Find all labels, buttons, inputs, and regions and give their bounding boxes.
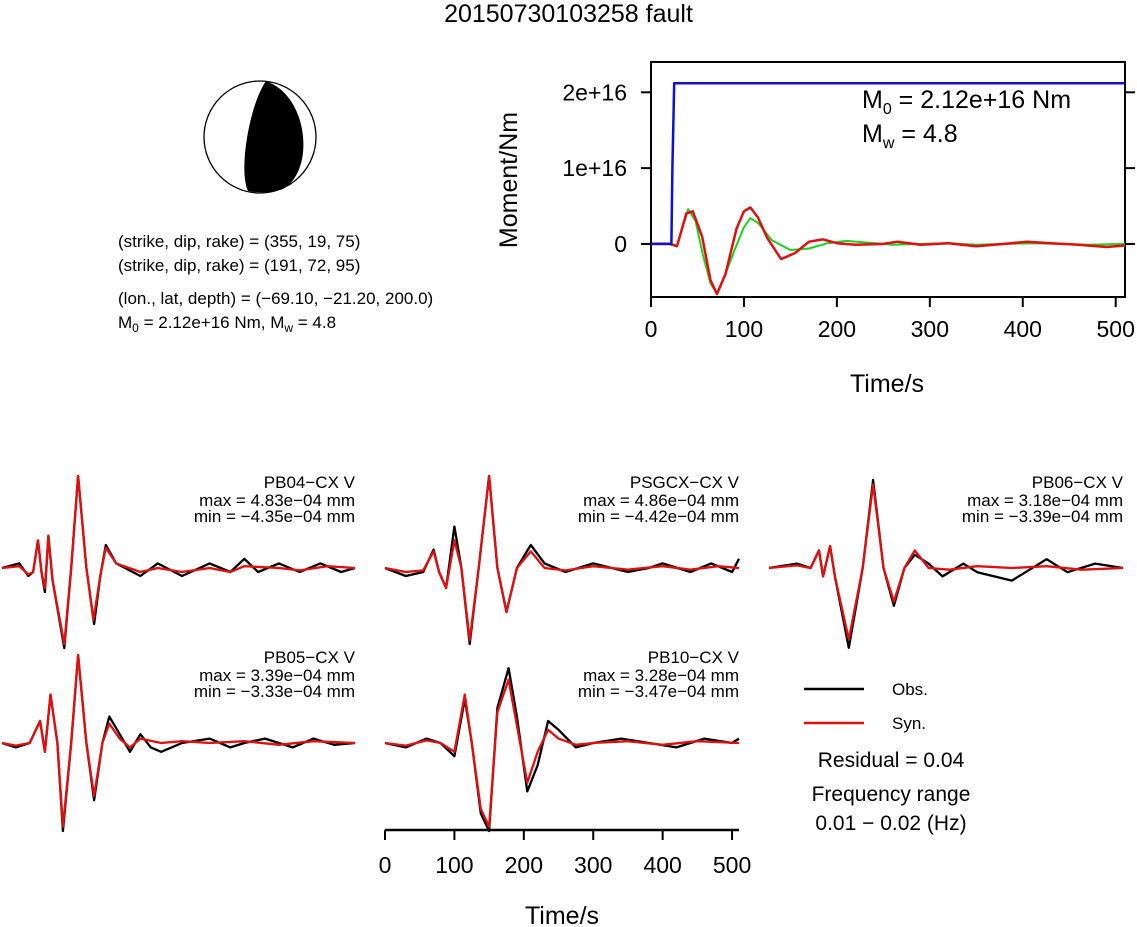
m0-value: = 2.12e+16 Nm, M: [138, 313, 285, 332]
waveform-xtick-label: 300: [574, 852, 612, 878]
moment-xtick-label: 400: [1004, 316, 1042, 342]
station-min: min = −3.47e−04 mm: [578, 682, 739, 701]
plane2-text: (strike, dip, rake) = (191, 72, 95): [118, 256, 361, 275]
waveform-xtick-label: 0: [379, 852, 392, 878]
station-label: PB04−CX V: [264, 473, 356, 492]
station-min: min = −3.39e−04 mm: [962, 507, 1123, 526]
moment-xtick-label: 500: [1097, 316, 1135, 342]
moment-ytick-label: 2e+16: [562, 79, 627, 105]
legend-syn-label: Syn.: [892, 714, 926, 733]
moment-xtick-label: 300: [911, 316, 949, 342]
station-label: PB10−CX V: [648, 648, 740, 667]
moment-xtick-label: 100: [725, 316, 763, 342]
plane1-text: (strike, dip, rake) = (355, 19, 75): [118, 232, 361, 251]
waveform-xlabel: Time/s: [525, 902, 599, 927]
moment-xtick-label: 0: [645, 316, 658, 342]
m0-symbol: M: [118, 313, 133, 332]
moment-xtick-label: 200: [818, 316, 856, 342]
station-max: max = 3.39e−04 mm: [199, 666, 355, 685]
mw-subscript: w: [284, 321, 294, 335]
moment-ytick-label: 0: [614, 231, 627, 257]
station-max: max = 3.28e−04 mm: [583, 666, 739, 685]
station-max: max = 3.18e−04 mm: [967, 491, 1123, 510]
frequency-value: 0.01 − 0.02 (Hz): [815, 812, 966, 835]
moment-summary-text: M0 = 2.12e+16 Nm, Mw = 4.8: [118, 313, 336, 335]
moment-time-chart: 0 100 200 300 400 500 0 1e+16 2e+16 M0 = 2.12e+1…: [495, 61, 1135, 398]
station-min: min = −4.35e−04 mm: [194, 507, 355, 526]
location-text: (lon., lat, depth) = (−69.10, −21.20, 20…: [118, 289, 434, 308]
station-label: PB06−CX V: [1032, 473, 1124, 492]
station-label: PSGCX−CX V: [630, 473, 740, 492]
moment-xlabel: Time/s: [850, 370, 924, 398]
synthetic-trace: [384, 474, 740, 642]
synthetic-trace: [384, 678, 740, 828]
station-max: max = 4.83e−04 mm: [199, 491, 355, 510]
synthetic-trace: [1, 474, 356, 646]
waveform-xtick-label: 100: [435, 852, 473, 878]
waveform-xtick-label: 400: [643, 852, 681, 878]
legend-obs-label: Obs.: [892, 680, 928, 699]
mw-value: = 4.8: [293, 313, 337, 332]
station-label: PB05−CX V: [264, 648, 356, 667]
page-title: 20150730103258 fault: [444, 0, 693, 28]
station-max: max = 4.86e−04 mm: [583, 491, 739, 510]
beachball-compression-quadrant: [244, 81, 304, 193]
moment-m0-annotation: M0 = 2.12e+16 Nm: [862, 86, 1071, 118]
synthetic-trace: [768, 483, 1124, 641]
moment-series-rate_red: [651, 206, 1126, 296]
synthetic-trace: [1, 653, 356, 828]
moment-plot-frame: [650, 61, 1126, 298]
waveform-xtick-label: 200: [505, 852, 543, 878]
m0-subscript: 0: [132, 321, 139, 335]
moment-mw-annotation: Mw = 4.8: [862, 120, 958, 152]
frequency-title: Frequency range: [812, 783, 971, 806]
station-min: min = −3.33e−04 mm: [194, 682, 355, 701]
residual-text: Residual = 0.04: [818, 749, 965, 772]
beachball-icon: [203, 80, 317, 194]
moment-series-cumulative: [651, 81, 1125, 246]
waveform-xtick-label: 500: [713, 852, 751, 878]
moment-ytick-label: 1e+16: [562, 155, 627, 181]
station-min: min = −4.42e−04 mm: [578, 507, 739, 526]
moment-ylabel: Moment/Nm: [495, 112, 523, 248]
